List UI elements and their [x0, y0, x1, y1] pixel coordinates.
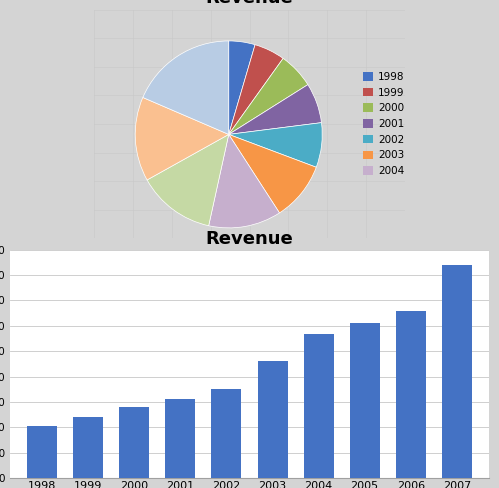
- Wedge shape: [229, 84, 321, 134]
- Title: Revenue: Revenue: [206, 0, 293, 7]
- Wedge shape: [229, 134, 316, 213]
- Wedge shape: [143, 41, 229, 134]
- Wedge shape: [147, 134, 229, 226]
- Wedge shape: [229, 122, 322, 167]
- Wedge shape: [229, 45, 283, 134]
- Bar: [166, 399, 196, 478]
- Bar: [350, 324, 380, 478]
- Wedge shape: [135, 98, 229, 180]
- Title: Revenue: Revenue: [206, 230, 293, 248]
- Wedge shape: [229, 59, 308, 134]
- Bar: [73, 417, 103, 478]
- Bar: [212, 389, 242, 478]
- Legend: 1998, 1999, 2000, 2001, 2002, 2003, 2004: 1998, 1999, 2000, 2001, 2002, 2003, 2004: [361, 70, 406, 178]
- Bar: [27, 426, 57, 478]
- Bar: [442, 265, 472, 478]
- Wedge shape: [229, 41, 255, 134]
- Bar: [257, 362, 287, 478]
- Bar: [119, 407, 149, 478]
- Bar: [396, 311, 426, 478]
- Bar: [303, 333, 333, 478]
- Wedge shape: [209, 134, 279, 228]
